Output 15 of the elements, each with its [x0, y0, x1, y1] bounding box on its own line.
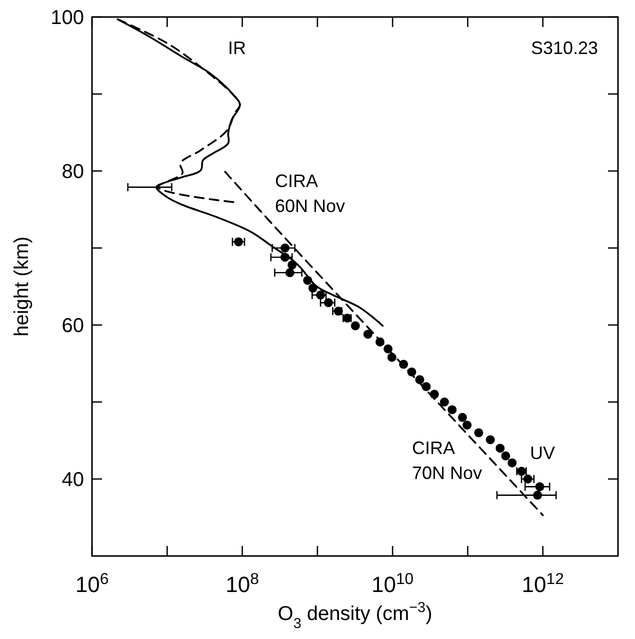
- annotation: IR: [228, 38, 246, 58]
- y-tick-label: 40: [62, 469, 84, 491]
- annotation: CIRA 70N Nov: [412, 438, 482, 483]
- x-tick-label: 10$^{6}$: [75, 570, 109, 597]
- x-axis-title: O$_{3}$ density (cm$^{−3}$): [278, 600, 432, 632]
- x-tick-label: 10$^{8}$: [226, 570, 260, 597]
- annotation: S310.23: [530, 38, 598, 58]
- x-tick-label: 10$^{12}$: [522, 570, 564, 597]
- annotation: UV: [530, 443, 556, 463]
- y-axis-title: height (km): [11, 236, 33, 337]
- y-tick-label: 100: [50, 7, 84, 29]
- y-tick-label: 60: [62, 315, 84, 337]
- x-tick-label: 10$^{10}$: [372, 570, 414, 597]
- annotation: CIRA 60N Nov: [275, 171, 346, 216]
- y-tick-label: 80: [62, 161, 84, 183]
